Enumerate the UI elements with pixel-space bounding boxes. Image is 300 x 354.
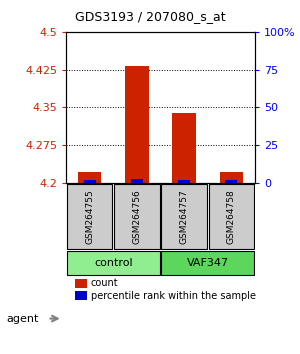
Bar bbox=[220, 172, 243, 183]
Text: GSM264756: GSM264756 bbox=[132, 189, 141, 244]
Text: GSM264758: GSM264758 bbox=[227, 189, 236, 244]
Text: control: control bbox=[94, 258, 133, 268]
Text: agent: agent bbox=[6, 314, 38, 324]
Bar bbox=[78, 172, 101, 183]
FancyBboxPatch shape bbox=[161, 251, 254, 275]
Bar bbox=[76, 291, 87, 300]
Bar bbox=[76, 279, 87, 287]
Bar bbox=[84, 181, 95, 183]
FancyBboxPatch shape bbox=[114, 184, 160, 249]
Bar bbox=[226, 181, 237, 183]
Bar bbox=[125, 66, 149, 183]
Text: GSM264755: GSM264755 bbox=[85, 189, 94, 244]
FancyBboxPatch shape bbox=[67, 251, 160, 275]
FancyBboxPatch shape bbox=[67, 184, 112, 249]
Text: percentile rank within the sample: percentile rank within the sample bbox=[91, 291, 256, 301]
Text: VAF347: VAF347 bbox=[187, 258, 229, 268]
Bar bbox=[172, 114, 196, 183]
Text: count: count bbox=[91, 279, 118, 289]
Text: GSM264757: GSM264757 bbox=[180, 189, 189, 244]
FancyBboxPatch shape bbox=[209, 184, 254, 249]
Bar bbox=[131, 179, 143, 183]
FancyBboxPatch shape bbox=[161, 184, 207, 249]
Text: GDS3193 / 207080_s_at: GDS3193 / 207080_s_at bbox=[75, 10, 225, 23]
Bar bbox=[178, 181, 190, 183]
